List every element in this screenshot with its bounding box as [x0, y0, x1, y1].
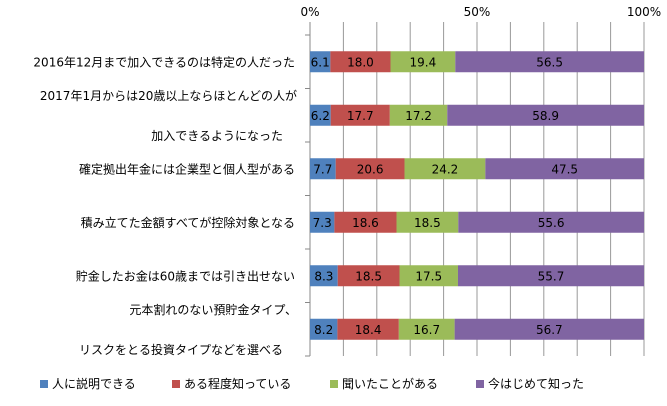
data-label: 6.1: [311, 55, 330, 69]
legend-label: 今はじめて知った: [488, 376, 584, 391]
bar-segment: [310, 211, 335, 233]
bar-segment: [310, 104, 331, 126]
bar-segment: [398, 318, 455, 340]
legend-label: ある程度知っている: [184, 376, 291, 391]
bar-segment: [330, 51, 391, 73]
bar-segment: [310, 158, 336, 180]
legend-label: 聞いたことがある: [342, 376, 438, 391]
data-label: 55.7: [538, 269, 565, 283]
bar-segment: [458, 211, 644, 233]
data-label: 17.7: [347, 109, 374, 123]
data-label: 20.6: [357, 162, 384, 176]
bar-segment: [404, 158, 486, 180]
bar-segment: [447, 104, 644, 126]
bar-segment: [337, 265, 400, 287]
bar-segment: [455, 51, 644, 73]
legend-swatch: [40, 380, 48, 388]
data-label: 18.6: [352, 216, 379, 230]
data-label: 16.7: [413, 323, 440, 337]
data-label: 8.2: [314, 323, 333, 337]
legend-label: 人に説明できる: [52, 376, 136, 391]
data-label: 47.5: [551, 162, 578, 176]
legend-swatch: [172, 380, 180, 388]
x-tick-label: 100%: [627, 5, 661, 19]
bar-segment: [399, 265, 458, 287]
bar-segment: [330, 104, 390, 126]
data-label: 18.5: [355, 269, 382, 283]
legend-swatch: [476, 380, 484, 388]
data-label: 18.4: [355, 323, 382, 337]
category-label: 確定拠出年金には企業型と個人型がある: [79, 161, 295, 176]
bar-segment: [310, 265, 338, 287]
data-label: 56.5: [536, 55, 563, 69]
x-tick-label: 50%: [464, 5, 491, 19]
bar-segment: [390, 51, 456, 73]
bar-segment: [485, 158, 644, 180]
bar-segment: [337, 318, 399, 340]
data-label: 6.2: [311, 109, 330, 123]
bar-segment: [396, 211, 459, 233]
data-label: 17.2: [405, 109, 432, 123]
bar-segment: [310, 318, 338, 340]
data-label: 18.0: [347, 55, 374, 69]
data-label: 18.5: [414, 216, 441, 230]
bar-segment: [310, 51, 331, 73]
bar-segment: [334, 211, 397, 233]
data-label: 7.3: [313, 216, 332, 230]
bar-segment: [454, 318, 644, 340]
bar-segment: [389, 104, 448, 126]
data-label: 58.9: [532, 109, 559, 123]
bar-segment: [457, 265, 644, 287]
category-label: 元本割れのない預貯金タイプ、: [129, 302, 297, 317]
category-label: 貯金したお金は60歳までは引き出せない: [76, 268, 295, 283]
category-label: 2017年1月からは20歳以上ならほとんどの人が: [40, 88, 297, 103]
data-label: 55.6: [538, 216, 565, 230]
category-label: 加入できるようになった: [151, 129, 283, 143]
data-label: 24.2: [432, 162, 459, 176]
data-label: 56.7: [536, 323, 563, 337]
category-label: 積み立てた金額すべてが控除対象となる: [81, 215, 295, 230]
data-label: 8.3: [314, 269, 333, 283]
data-label: 7.7: [313, 162, 332, 176]
category-label: 2016年12月まで加入できるのは特定の人だった: [33, 54, 295, 69]
data-label: 19.4: [410, 55, 437, 69]
legend-swatch: [330, 380, 338, 388]
bar-segment: [335, 158, 405, 180]
data-label: 17.5: [415, 269, 442, 283]
x-tick-label: 0%: [300, 5, 319, 19]
category-label: リスクをとる投資タイプなどを選べる: [79, 342, 283, 357]
